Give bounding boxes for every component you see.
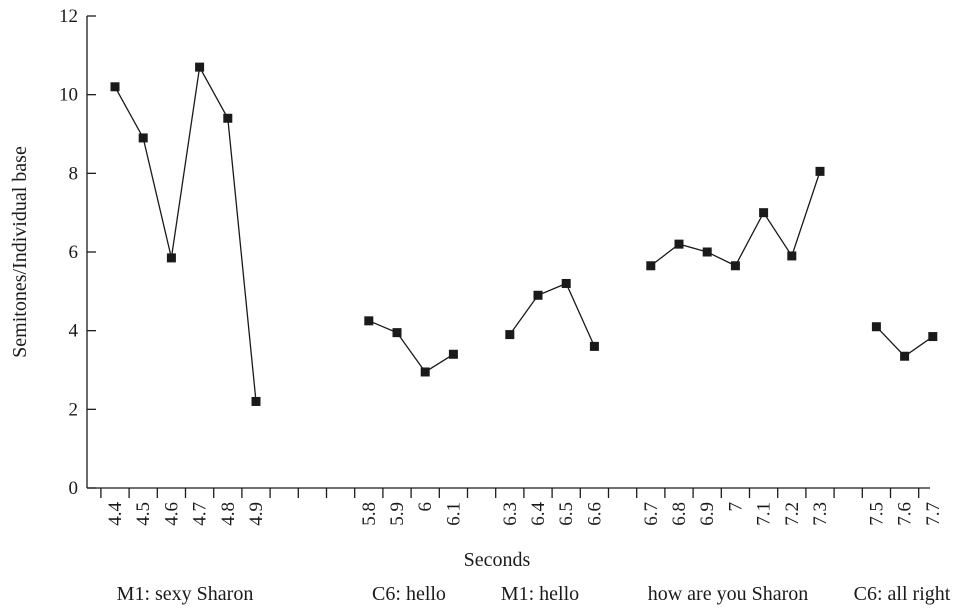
x-tick-label: 4.7 — [190, 502, 211, 526]
x-tick-label: 6.9 — [697, 502, 718, 526]
x-tick-label: 7.6 — [895, 502, 916, 526]
data-point — [195, 62, 205, 72]
data-point — [871, 322, 881, 332]
series-line-segment — [368, 320, 454, 373]
data-point — [815, 166, 825, 176]
pitch-series — [110, 62, 938, 406]
utterance-label: M1: sexy Sharon — [117, 583, 254, 605]
utterance-label: C6: hello — [372, 583, 446, 605]
data-point — [730, 261, 740, 271]
x-tick-label: 4.6 — [161, 502, 182, 526]
y-tick-label: 0 — [69, 478, 79, 499]
x-tick-label: 6.4 — [528, 502, 549, 526]
data-point — [561, 278, 571, 288]
y-tick-label: 6 — [69, 242, 79, 263]
x-axis-title: Seconds — [464, 549, 531, 571]
utterance-labels: M1: sexy Sharon C6: hello M1: hello how are… — [117, 583, 951, 605]
data-point — [110, 82, 120, 92]
data-point — [364, 316, 374, 326]
x-tick-label: 7.5 — [866, 502, 887, 526]
data-point — [702, 247, 712, 257]
y-tick-label: 2 — [69, 399, 79, 420]
x-tick-label: 4.4 — [105, 502, 126, 526]
x-tick-label: 4.9 — [246, 502, 267, 526]
x-tick-label: 7.7 — [923, 502, 944, 526]
data-point — [759, 208, 769, 218]
data-point — [448, 349, 458, 359]
data-point — [900, 351, 910, 361]
data-point — [420, 367, 430, 377]
x-tick-label: 6.7 — [641, 502, 662, 526]
x-tick-label: 7 — [725, 502, 746, 512]
data-point — [646, 261, 656, 271]
data-point — [589, 341, 599, 351]
x-tick-label: 6.8 — [669, 502, 690, 526]
x-axis: 4.4 4.5 4.6 4.7 4.8 4.9 5.8 5.9 6 6.1 6.3 6.4 6.5 6.6… — [87, 487, 944, 526]
x-tick-label: 7.2 — [782, 502, 803, 526]
data-point — [674, 239, 684, 249]
data-point — [787, 251, 797, 261]
x-tick-label: 5.9 — [387, 502, 408, 526]
y-tick-label: 12 — [59, 6, 78, 27]
data-point — [223, 113, 233, 123]
data-point — [251, 396, 261, 406]
x-tick-label: 6.3 — [500, 502, 521, 526]
x-tick-label: 4.8 — [218, 502, 239, 526]
utterance-label: how are you Sharon — [648, 583, 809, 605]
x-tick-label: 6 — [415, 502, 436, 512]
x-tick-label: 7.3 — [810, 502, 831, 526]
utterance-label: M1: hello — [501, 583, 579, 605]
data-point — [166, 253, 176, 263]
y-tick-label: 4 — [69, 321, 79, 342]
x-tick-label: 6.6 — [584, 502, 605, 526]
x-tick-label: 7.1 — [754, 502, 775, 526]
series-line-segment — [509, 282, 595, 347]
utterance-label: C6: all right — [854, 583, 951, 605]
y-axis-title: Semitones/Individual base — [9, 146, 31, 358]
data-point — [392, 328, 402, 338]
x-tick-label: 6.1 — [443, 502, 464, 526]
data-point — [928, 332, 938, 342]
data-point — [505, 330, 515, 340]
data-point — [138, 133, 148, 143]
x-tick-label: 5.8 — [359, 502, 380, 526]
x-tick-label: 4.5 — [133, 502, 154, 526]
y-tick-label: 8 — [69, 163, 79, 184]
y-tick-label: 10 — [59, 85, 78, 106]
x-tick-label: 6.5 — [556, 502, 577, 526]
series-line-segment — [114, 65, 257, 402]
data-point — [533, 290, 543, 300]
y-axis: 0 2 4 6 8 10 12 — [59, 6, 96, 499]
